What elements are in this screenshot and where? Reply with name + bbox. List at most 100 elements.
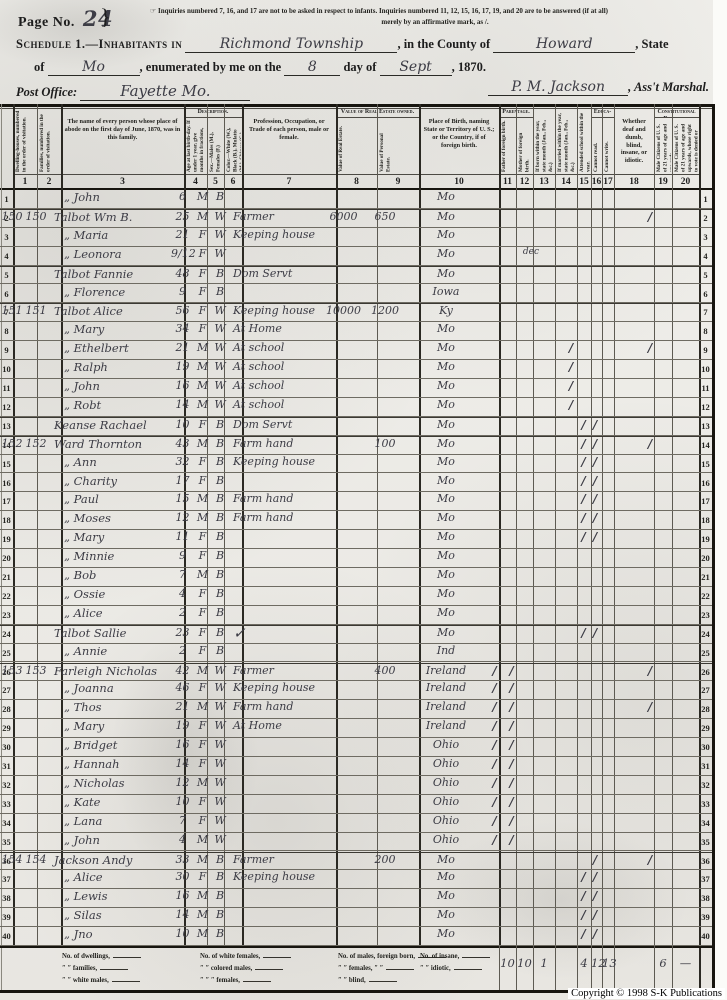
table-row: Talbot Sallie 23 F B ✓ Mo / / — [0, 624, 712, 644]
table-row: 151 151 Talbot Alice 56 F W Keeping house 10000… — [0, 303, 712, 323]
row-number-left: 7 — [4, 307, 9, 318]
cell-color: B — [215, 492, 225, 506]
column-line-1 — [37, 104, 38, 946]
column-number-9: 9 — [377, 174, 419, 190]
cell-dw: 152 — [1, 436, 23, 450]
cell-age: 43 — [175, 436, 190, 450]
row-number-left: 25 — [2, 647, 11, 658]
cell-name: „ Thos — [64, 700, 102, 715]
cell-mark-11: / — [492, 813, 497, 828]
row-number-right: 28 — [701, 704, 710, 715]
cell-sex: F — [198, 473, 207, 487]
footer-column-line-18 — [654, 946, 655, 990]
cell-occ: Farm hand — [233, 511, 294, 525]
cell-age: 30 — [175, 870, 190, 884]
column-header-14: If married within the year, state month … — [557, 113, 576, 172]
cell-age: 48 — [175, 266, 190, 280]
cell-mark-19: / — [647, 663, 653, 678]
cell-age: 2 — [179, 643, 186, 657]
column-number-15: 15 — [577, 174, 591, 190]
copyright-badge: Copyright © 1998 S-K Publications — [568, 988, 725, 999]
post-office-label: Post Office: — [16, 85, 78, 99]
cell-color: W — [214, 379, 226, 392]
cell-mark-19: / — [647, 436, 653, 451]
table-row: „ John 4 M W Ohio / / — [0, 833, 712, 852]
cell-age: 14 — [175, 397, 190, 411]
cell-mark-12: / — [509, 663, 514, 678]
cell-color: W — [214, 360, 226, 374]
footer-label-block1-3: ″ ″ white males, — [62, 977, 140, 984]
cell-sex: M — [196, 663, 209, 677]
cell-mark-15: / — [568, 341, 574, 356]
cell-mark-11: / — [492, 832, 497, 847]
cell-age: 21 — [175, 341, 190, 355]
row-number-right: 12 — [701, 401, 710, 412]
row-number-left: 14 — [2, 439, 11, 450]
cell-birth: Mo — [437, 227, 455, 241]
cell-name: „ Bridget — [64, 738, 118, 753]
cell-mark-12: / — [509, 700, 514, 715]
row-number-right: 15 — [701, 458, 710, 469]
cell-mark-17: / — [592, 530, 598, 545]
instructions-line1: Inquiries numbered 7, 16, and 17 are not… — [158, 7, 609, 15]
row-number-right: 2 — [703, 212, 708, 223]
column-header-3: The name of every person whose place of … — [64, 118, 181, 141]
cell-sex: F — [198, 266, 207, 280]
cell-birth: Mo — [437, 908, 455, 922]
cell-sex: M — [196, 436, 209, 450]
column-number-2: 2 — [37, 174, 61, 190]
column-header-5: Sex.—Males (M.), Females (F.) — [209, 132, 222, 172]
month-field: Sept — [379, 59, 452, 76]
cell-name: „ Mary — [64, 719, 105, 734]
cell-mark-17: / — [592, 473, 598, 488]
cell-color: W — [214, 775, 226, 789]
cell-birth: Iowa — [432, 284, 460, 298]
row-number-right: 22 — [701, 590, 710, 601]
cell-name: „ Maria — [64, 227, 109, 242]
cell-color: B — [215, 643, 225, 657]
row-number-left: 27 — [2, 685, 11, 696]
cell-color: W — [214, 322, 226, 336]
footer-bottom-rule — [0, 990, 712, 993]
cell-occ: Keeping house — [233, 227, 316, 241]
county-field: Howard — [493, 36, 636, 53]
table-row: „ John 6 M B Mo — [0, 190, 712, 209]
cell-name: Talbot Fannie — [54, 266, 134, 281]
row-number-left: 23 — [2, 609, 11, 620]
cell-birth: Mo — [437, 492, 455, 506]
cell-name: Farleigh Nicholas — [54, 663, 158, 678]
cell-age: 19 — [175, 360, 190, 374]
cell-color: W — [214, 663, 226, 677]
cell-occ: Keeping house — [233, 304, 316, 318]
row-number-left: 22 — [2, 590, 11, 601]
cell-name: „ Jno — [64, 927, 93, 942]
column-number-4: 4 — [184, 174, 207, 190]
cell-mark-16: / — [581, 417, 586, 432]
cell-mark-12: / — [509, 757, 514, 771]
table-row: „ Alice 2 F B Mo — [0, 606, 712, 625]
cell-pers: 1200 — [371, 304, 399, 318]
township-field: Richmond Township — [185, 36, 398, 53]
column-line-4 — [207, 104, 208, 946]
cell-sex: M — [196, 852, 209, 866]
cell-age: 6 — [179, 190, 186, 203]
row-number-left: 12 — [2, 401, 11, 412]
cell-occ: Farmer — [233, 209, 274, 223]
cell-color: B — [215, 266, 225, 280]
cell-birth: Mo — [437, 454, 455, 468]
column-group-constitutional: Constitutional Relations. — [654, 108, 699, 118]
column-number-20: 20 — [672, 174, 699, 190]
cell-name: Talbot Wm B. — [54, 209, 133, 224]
footer-total-col11: 10 — [500, 956, 515, 970]
cell-occ: At school — [233, 379, 285, 392]
column-header-17: Cannot write. — [604, 141, 610, 172]
cell-sex: M — [196, 190, 209, 203]
cell-mark-17: / — [592, 454, 598, 469]
cell-age: 14 — [175, 757, 190, 770]
row-number-right: 20 — [701, 553, 710, 564]
cell-age: 7 — [179, 568, 186, 581]
row-number-right: 25 — [701, 647, 710, 658]
cell-mark-16: / — [581, 625, 586, 640]
row-number-right: 19 — [701, 534, 710, 545]
post-office-field: Fayette Mo. — [80, 82, 251, 101]
